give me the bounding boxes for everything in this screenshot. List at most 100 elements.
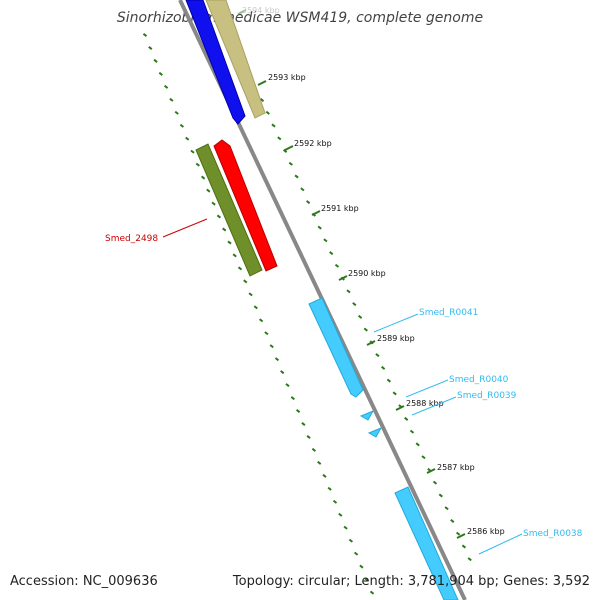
right-guide-dot bbox=[288, 161, 293, 166]
gene-label-smed-r0038[interactable]: Smed_R0038 bbox=[478, 529, 583, 555]
right-guide-dot bbox=[271, 123, 276, 128]
left-guide-dot bbox=[264, 331, 269, 336]
tick-2588: 2588 kbp bbox=[395, 399, 444, 411]
tick-2589: 2589 kbp bbox=[366, 334, 415, 346]
accession-label: Accession: NC_009636 bbox=[10, 574, 158, 589]
right-guide-dot bbox=[352, 302, 357, 307]
left-guide-dot bbox=[169, 97, 174, 102]
left-guide-dot bbox=[216, 214, 222, 219]
tick-2587: 2587 kbp bbox=[426, 463, 475, 474]
gene-label-smed-r0041[interactable]: Smed_R0041 bbox=[373, 308, 478, 333]
left-guide-dot bbox=[153, 58, 158, 63]
right-guide-dot bbox=[409, 429, 415, 434]
gene-block-smed-r0038[interactable] bbox=[394, 486, 459, 600]
right-guide-dot bbox=[357, 314, 363, 319]
right-guide-dot bbox=[444, 506, 449, 511]
left-guide-dot bbox=[301, 422, 306, 426]
left-guide-dot bbox=[322, 473, 327, 478]
gene-label-text: Smed_2498 bbox=[105, 234, 158, 244]
left-guide-dot bbox=[174, 110, 179, 115]
tick-label: 2589 kbp bbox=[377, 334, 415, 343]
tick-2592: 2592 kbp bbox=[284, 139, 332, 151]
left-guide-dot bbox=[280, 370, 285, 375]
gene-block-khaki[interactable] bbox=[205, 0, 266, 119]
gene-block-red[interactable] bbox=[213, 139, 278, 272]
right-guide-dot bbox=[329, 251, 334, 256]
left-guide-dot bbox=[290, 396, 295, 401]
left-guide-dot bbox=[195, 162, 200, 167]
left-guide-dot bbox=[269, 344, 274, 349]
right-guide-dot bbox=[386, 378, 392, 383]
left-guide-dot bbox=[327, 486, 332, 491]
gene-block-blue[interactable] bbox=[185, 0, 246, 125]
right-guide-dot bbox=[432, 480, 438, 485]
gene-block-smed-r0039[interactable] bbox=[367, 426, 383, 438]
gene-label-text: Smed_R0039 bbox=[457, 391, 517, 401]
tick-label: 2594 kbp bbox=[242, 6, 280, 15]
right-guide-dot bbox=[300, 187, 305, 192]
scale-ticks: 2594 kbp 2593 kbp 2592 kbp 2591 kbp 2590… bbox=[237, 6, 505, 539]
left-guide-dot bbox=[237, 266, 243, 271]
gene-label-smed-r0040[interactable]: Smed_R0040 bbox=[405, 375, 509, 398]
left-guide-dot bbox=[306, 435, 311, 439]
left-guide-dot bbox=[295, 409, 301, 413]
gene-label-text: Smed_R0038 bbox=[523, 529, 583, 539]
left-guide-dot bbox=[243, 279, 248, 284]
left-guide-dot bbox=[253, 305, 258, 310]
right-guide-dot bbox=[265, 110, 270, 115]
left-guide-dot bbox=[353, 551, 359, 556]
left-guide-dot bbox=[227, 240, 232, 245]
tick-2593: 2593 kbp bbox=[257, 73, 306, 86]
right-guide-dot bbox=[438, 493, 443, 498]
left-guide-dot bbox=[148, 46, 153, 50]
left-guide-dot bbox=[185, 136, 190, 141]
gene-label-smed-r0039[interactable]: Smed_R0039 bbox=[411, 391, 517, 416]
tick-label: 2590 kbp bbox=[348, 269, 386, 278]
left-guide-dot bbox=[343, 525, 348, 530]
gene-label-smed-2498[interactable]: Smed_2498 bbox=[105, 218, 208, 244]
tick-label: 2591 kbp bbox=[321, 204, 359, 213]
left-guide-dot bbox=[359, 564, 364, 569]
right-guide-dot bbox=[317, 225, 322, 230]
right-guide-dot bbox=[392, 391, 397, 396]
left-guide-dot bbox=[142, 33, 148, 37]
tick-2586: 2586 kbp bbox=[456, 527, 505, 539]
right-guide-dot bbox=[346, 289, 351, 294]
left-guide-dot bbox=[163, 84, 169, 89]
gene-label-text: Smed_R0040 bbox=[449, 375, 509, 385]
right-guide-dot bbox=[404, 416, 409, 421]
tick-2594: 2594 kbp bbox=[237, 6, 280, 15]
left-guide-dot bbox=[258, 318, 264, 323]
right-guide-dot bbox=[282, 149, 288, 153]
tick-label: 2587 kbp bbox=[437, 463, 475, 472]
right-guide-dot bbox=[259, 98, 265, 102]
right-guide-dot bbox=[421, 455, 426, 460]
tick-2590: 2590 kbp bbox=[338, 269, 386, 281]
left-guide-dot bbox=[369, 590, 375, 595]
tick-label: 2588 kbp bbox=[406, 399, 444, 408]
left-guide-dot bbox=[364, 577, 369, 582]
right-guide-dot bbox=[467, 557, 472, 562]
tick-label: 2593 kbp bbox=[268, 73, 306, 82]
right-guide-dot bbox=[305, 200, 311, 205]
gene-block-smed-r0041[interactable] bbox=[308, 297, 364, 398]
left-guide-dot bbox=[332, 499, 338, 504]
tick-label: 2586 kbp bbox=[467, 527, 505, 536]
genome-summary: Topology: circular; Length: 3,781,904 bp… bbox=[232, 574, 590, 589]
right-guide-dot bbox=[363, 327, 368, 332]
right-guide-dot bbox=[461, 544, 467, 549]
left-guide-dot bbox=[232, 253, 237, 258]
left-guide-dot bbox=[274, 357, 280, 362]
left-guide-dot bbox=[317, 460, 322, 465]
left-guide-dot bbox=[179, 123, 185, 128]
left-guide-dot bbox=[311, 447, 317, 452]
gene-block-olive[interactable] bbox=[195, 143, 263, 277]
left-guide-dot bbox=[200, 175, 206, 180]
right-guide-dot bbox=[415, 442, 420, 447]
left-guide-dot bbox=[206, 188, 211, 193]
gene-block-smed-r0040[interactable] bbox=[359, 409, 375, 421]
left-guide-dot bbox=[348, 538, 354, 543]
tick-2591: 2591 kbp bbox=[311, 204, 359, 216]
right-guide-dot bbox=[323, 238, 328, 243]
